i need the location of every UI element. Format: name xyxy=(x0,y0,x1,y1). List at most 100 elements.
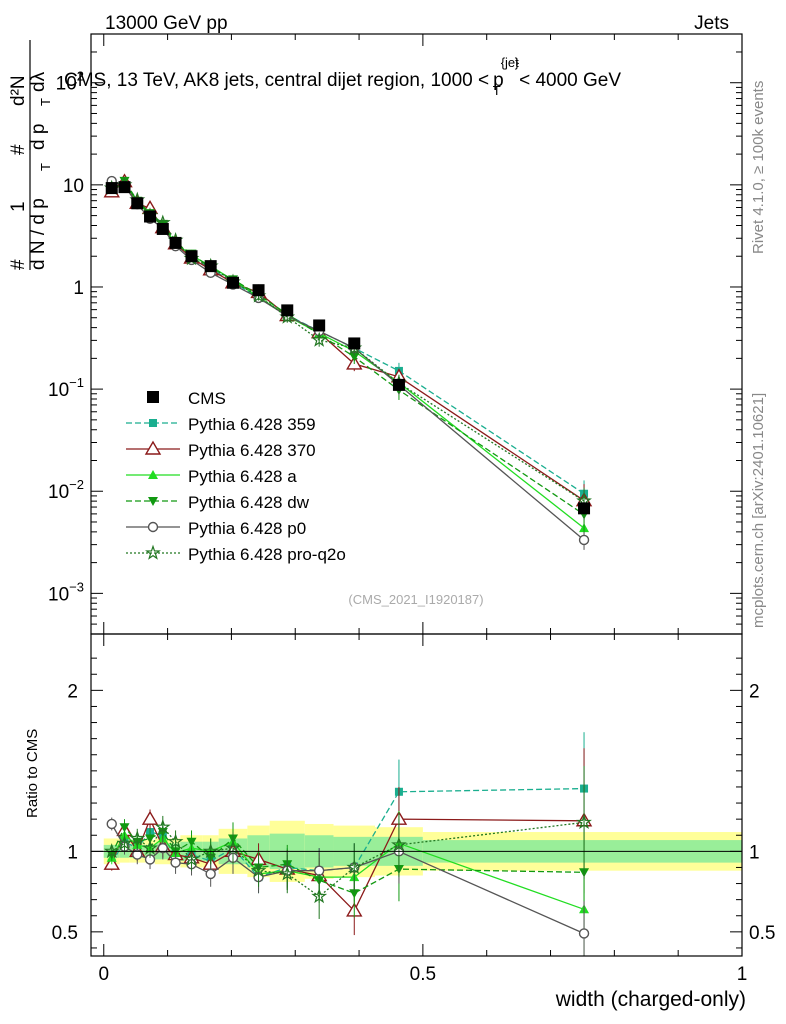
cms-data-point xyxy=(144,210,157,223)
ratio-series xyxy=(103,732,593,956)
ratio-point-pp0 xyxy=(170,857,181,868)
ylabel-hash-1: # xyxy=(8,259,29,270)
ratio-point-pq2o xyxy=(129,830,146,846)
ylabel-den-b2: dλ xyxy=(28,71,49,92)
legend-marker-p370 xyxy=(144,440,162,455)
cms-data-point xyxy=(118,181,131,194)
y-tick-label-ratio: 1 xyxy=(67,842,78,863)
y-tick-label-main: 10−1 xyxy=(48,375,84,401)
main-line-pq2o xyxy=(111,184,585,502)
y-tick-label-ratio-right: 2 xyxy=(749,681,760,702)
ratio-plot-frame xyxy=(90,633,743,957)
x-tick-label: 0 xyxy=(98,964,109,985)
ratio-point-pp0 xyxy=(578,928,590,939)
legend-label-p370: Pythia 6.428 370 xyxy=(188,441,316,460)
title-sub: T xyxy=(493,83,501,98)
y-axis-label-ratio: Ratio to CMS xyxy=(24,729,41,818)
ratio-point-pq2o xyxy=(202,843,219,859)
legend: CMS Pythia 6.428 359 Pythia 6.428 370 Pythi… xyxy=(126,389,346,564)
cms-data-point xyxy=(392,378,405,391)
legend-label-pa: Pythia 6.428 a xyxy=(188,467,297,486)
ratio-point-pp0 xyxy=(157,842,169,854)
main-point-pq2o xyxy=(311,331,328,347)
analysis-label: (CMS_2021_I1920187) xyxy=(348,592,483,607)
cms-data-point xyxy=(281,304,294,317)
main-series xyxy=(103,173,593,550)
ratio-point-p370 xyxy=(141,810,159,825)
ratio-point-pq2o xyxy=(576,814,592,830)
ratio-point-pdw xyxy=(119,823,130,833)
ratio-line-pdw xyxy=(111,826,585,894)
main-line-p370 xyxy=(111,180,585,502)
y-tick-label-main: 10−2 xyxy=(48,477,84,503)
cms-data-point xyxy=(578,502,591,515)
ratio-point-pdw xyxy=(349,889,360,899)
y-tick-label-ratio-right: 0.5 xyxy=(749,923,775,944)
cms-data-point xyxy=(204,260,217,273)
title-sup: {jet xyxy=(501,55,519,70)
ratio-point-pp0 xyxy=(205,868,216,880)
legend-marker-pdw xyxy=(148,497,158,506)
mcplots-label: mcplots.cern.ch [arXiv:2401.10621] xyxy=(750,393,767,628)
ylabel-den-b: d p xyxy=(28,124,49,150)
ratio-line-p359 xyxy=(111,787,585,878)
title-main: CMS, 13 TeV, AK8 jets, central dijet reg… xyxy=(64,70,489,91)
ratio-point-pq2o xyxy=(167,833,184,849)
rivet-label: Rivet 4.1.0, ≥ 100k events xyxy=(750,81,767,254)
cms-data-point xyxy=(131,197,144,210)
legend-label-pq2o: Pythia 6.428 pro-q2o xyxy=(188,545,346,564)
ratio-point-pq2o xyxy=(250,862,267,878)
title-p: p xyxy=(493,70,504,91)
y-axis-label-main: # 1 d N / d p T # d²N d p T dλ xyxy=(8,40,53,270)
x-tick-label: 0.5 xyxy=(410,964,436,985)
legend-marker-pq2o xyxy=(145,544,161,560)
ylabel-sub-b: T xyxy=(38,98,53,106)
main-line-pa xyxy=(111,182,585,529)
cms-data-point xyxy=(185,250,198,263)
x-axis-label: width (charged-only) xyxy=(555,988,746,1011)
legend-label-cms: CMS xyxy=(188,389,226,408)
ylabel-den-a: d N / d p xyxy=(28,198,49,270)
ratio-point-pp0 xyxy=(313,865,325,876)
ylabel-sub-a: T xyxy=(38,163,53,171)
ratio-point-pdw xyxy=(186,837,197,847)
header-right: Jets xyxy=(694,13,729,34)
legend-label-pdw: Pythia 6.428 dw xyxy=(188,493,310,512)
cms-data-point xyxy=(313,319,326,332)
legend-marker-pp0 xyxy=(147,521,159,533)
cms-data-point xyxy=(156,222,169,235)
title-tail: < 4000 GeV xyxy=(519,70,621,91)
main-line-pp0 xyxy=(111,180,585,541)
main-point-pdw xyxy=(349,352,360,362)
header-left: 13000 GeV pp xyxy=(105,13,228,34)
ratio-point-pp0 xyxy=(106,818,117,830)
ylabel-hash-2: # xyxy=(8,144,29,155)
main-point-pp0 xyxy=(578,534,590,546)
ratio-point-pq2o xyxy=(116,834,133,851)
ylabel-one: 1 xyxy=(8,201,29,212)
ratio-point-pq2o xyxy=(225,839,241,855)
y-tick-label-ratio: 2 xyxy=(67,681,78,702)
cms-data-point xyxy=(105,182,118,195)
cms-data-point xyxy=(252,284,265,297)
title-mid: } xyxy=(515,55,520,70)
ratio-point-pq2o xyxy=(154,818,171,834)
ratio-point-pq2o xyxy=(311,888,328,904)
cms-data-point xyxy=(169,236,182,249)
cms-data-point xyxy=(227,276,240,289)
main-line-p359 xyxy=(111,183,585,495)
legend-marker-cms xyxy=(147,391,159,403)
main-plot-frame xyxy=(90,33,743,635)
legend-label-pp0: Pythia 6.428 p0 xyxy=(188,519,306,538)
cms-data-point xyxy=(348,337,361,350)
legend-label-p359: Pythia 6.428 359 xyxy=(188,415,316,434)
y-tick-label-main: 10−3 xyxy=(48,579,84,605)
y-tick-label-main: 102 xyxy=(56,69,84,95)
legend-marker-pa xyxy=(148,470,158,479)
plot-title: CMS, 13 TeV, AK8 jets, central dijet reg… xyxy=(64,55,621,98)
y-tick-label-main: 10 xyxy=(63,176,84,197)
y-tick-label-ratio-right: 1 xyxy=(749,842,760,863)
y-tick-label-ratio: 0.5 xyxy=(52,923,78,944)
